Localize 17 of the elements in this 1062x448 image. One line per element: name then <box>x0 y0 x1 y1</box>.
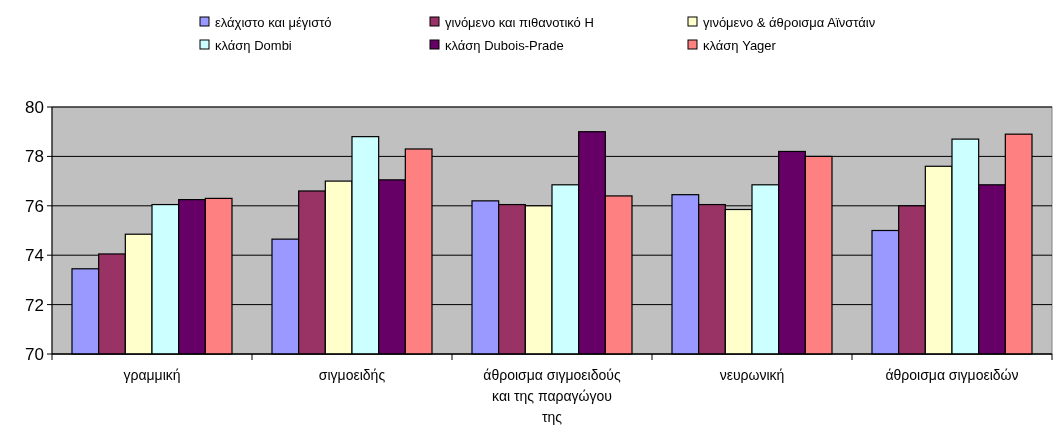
y-tick-label: 80 <box>25 97 44 117</box>
legend-label: κλάση Yager <box>703 37 777 53</box>
legend-label: γινόμενο & άθροισμα Αϊνστάιν <box>703 14 876 30</box>
legend-label: ελάχιστο και μέγιστό <box>215 14 332 30</box>
y-tick-label: 72 <box>25 295 44 315</box>
y-tick-label: 76 <box>25 196 44 216</box>
x-tick-label: άθροισμα σιγμοειδών <box>885 367 1019 383</box>
y-tick-label: 78 <box>25 147 44 167</box>
y-tick-label: 70 <box>25 344 44 364</box>
legend-label: γινόμενο και πιθανοτικό Η <box>445 14 594 30</box>
legend-label: κλάση Dombi <box>215 37 292 53</box>
x-tick-label: νευρωνική <box>719 367 785 383</box>
x-tick-label: άθροισμα σιγμοειδούς και της παραγώγου της <box>483 367 621 425</box>
y-tick-label: 74 <box>25 246 44 266</box>
legend-label: κλάση Dubois-Prade <box>445 37 564 53</box>
x-tick-label: σιγμοειδής <box>318 367 386 383</box>
x-tick-label: γραμμική <box>123 367 181 383</box>
